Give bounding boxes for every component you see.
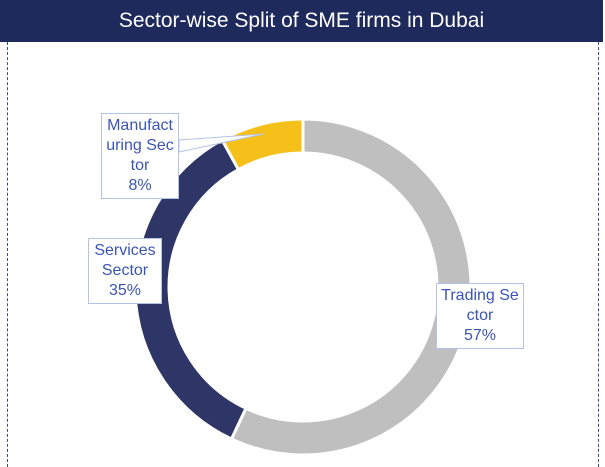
category-label: Services Sector bbox=[94, 242, 156, 279]
value-label: 8% bbox=[128, 177, 152, 194]
data-label: Trading Sector 57% bbox=[436, 283, 524, 349]
category-label: Trading Sector bbox=[441, 287, 519, 324]
category-label: Manufacturing Sector bbox=[106, 117, 174, 174]
chart-border bbox=[7, 42, 599, 467]
donut-segment bbox=[229, 117, 473, 457]
leader-line bbox=[178, 133, 264, 153]
donut-segment bbox=[220, 117, 305, 172]
value-label: 57% bbox=[463, 327, 497, 344]
chart-title: Sector-wise Split of SME firms in Dubai bbox=[0, 0, 603, 42]
data-label: Manufacturing Sector 8% bbox=[101, 113, 179, 199]
value-label: 35% bbox=[108, 282, 142, 299]
data-label: Services Sector 35% bbox=[88, 238, 162, 304]
